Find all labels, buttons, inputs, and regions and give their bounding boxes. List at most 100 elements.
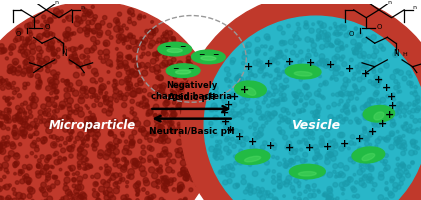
Ellipse shape [0, 121, 2, 127]
Ellipse shape [12, 58, 19, 65]
Ellipse shape [277, 121, 281, 124]
Ellipse shape [199, 174, 203, 178]
Ellipse shape [336, 26, 341, 31]
Ellipse shape [416, 147, 420, 150]
Ellipse shape [219, 156, 224, 160]
Ellipse shape [397, 110, 401, 114]
Ellipse shape [162, 176, 167, 181]
Ellipse shape [125, 161, 129, 165]
Ellipse shape [230, 94, 234, 98]
Ellipse shape [119, 79, 125, 85]
Ellipse shape [106, 110, 112, 116]
Ellipse shape [95, 81, 98, 84]
Ellipse shape [64, 80, 70, 85]
Ellipse shape [367, 36, 370, 40]
Ellipse shape [389, 117, 393, 120]
Ellipse shape [248, 163, 252, 167]
Ellipse shape [325, 132, 330, 137]
Ellipse shape [109, 131, 114, 136]
Ellipse shape [290, 50, 295, 55]
Ellipse shape [272, 58, 275, 61]
Ellipse shape [51, 58, 57, 64]
Ellipse shape [362, 113, 366, 117]
Ellipse shape [196, 122, 201, 127]
Ellipse shape [19, 169, 21, 173]
Ellipse shape [112, 126, 115, 129]
Ellipse shape [77, 132, 83, 137]
Ellipse shape [141, 130, 148, 136]
Ellipse shape [259, 67, 263, 71]
Ellipse shape [383, 105, 386, 108]
Ellipse shape [212, 134, 215, 137]
Ellipse shape [163, 176, 168, 181]
Ellipse shape [69, 55, 73, 59]
Ellipse shape [91, 113, 95, 118]
Ellipse shape [230, 137, 234, 141]
Ellipse shape [215, 144, 221, 150]
Ellipse shape [312, 63, 315, 66]
Ellipse shape [125, 86, 131, 91]
Ellipse shape [168, 31, 173, 35]
Ellipse shape [50, 92, 53, 95]
Ellipse shape [354, 27, 357, 30]
Ellipse shape [272, 175, 275, 179]
Text: +: + [387, 92, 396, 102]
Ellipse shape [231, 167, 235, 171]
Ellipse shape [155, 118, 160, 124]
Ellipse shape [156, 41, 159, 44]
Ellipse shape [139, 166, 145, 172]
Ellipse shape [283, 70, 288, 74]
Ellipse shape [35, 155, 37, 158]
Ellipse shape [59, 105, 64, 110]
Ellipse shape [136, 88, 141, 93]
Ellipse shape [68, 56, 75, 62]
Ellipse shape [41, 104, 46, 109]
Ellipse shape [24, 59, 30, 65]
Ellipse shape [285, 118, 291, 124]
Ellipse shape [212, 125, 216, 129]
Ellipse shape [10, 144, 16, 149]
Ellipse shape [5, 79, 8, 81]
Ellipse shape [97, 30, 103, 35]
Ellipse shape [157, 91, 164, 97]
Ellipse shape [67, 192, 72, 196]
Ellipse shape [87, 123, 90, 126]
Ellipse shape [282, 93, 286, 97]
Ellipse shape [371, 177, 374, 180]
Ellipse shape [152, 28, 156, 32]
Ellipse shape [95, 132, 100, 137]
Ellipse shape [294, 102, 298, 105]
Ellipse shape [190, 123, 196, 128]
Ellipse shape [39, 120, 43, 124]
Ellipse shape [246, 187, 250, 191]
Ellipse shape [170, 121, 174, 125]
Ellipse shape [228, 142, 232, 145]
Ellipse shape [28, 37, 32, 40]
Ellipse shape [80, 192, 85, 197]
Ellipse shape [362, 157, 368, 163]
Ellipse shape [139, 126, 145, 132]
Text: H: H [402, 52, 407, 57]
Ellipse shape [323, 63, 329, 68]
Ellipse shape [81, 193, 87, 199]
Ellipse shape [5, 100, 8, 103]
Ellipse shape [160, 151, 167, 157]
Ellipse shape [133, 46, 139, 52]
Ellipse shape [416, 128, 418, 131]
Ellipse shape [36, 36, 40, 40]
Ellipse shape [6, 171, 9, 174]
Ellipse shape [75, 171, 80, 175]
Ellipse shape [4, 156, 10, 161]
Ellipse shape [147, 145, 152, 150]
Ellipse shape [373, 46, 376, 49]
Ellipse shape [312, 175, 316, 178]
Ellipse shape [329, 27, 332, 30]
Ellipse shape [80, 45, 83, 48]
Ellipse shape [362, 175, 367, 180]
Ellipse shape [248, 191, 253, 195]
Ellipse shape [272, 111, 277, 116]
Ellipse shape [4, 142, 10, 147]
Ellipse shape [38, 110, 43, 115]
Ellipse shape [79, 95, 84, 99]
Ellipse shape [46, 112, 51, 117]
